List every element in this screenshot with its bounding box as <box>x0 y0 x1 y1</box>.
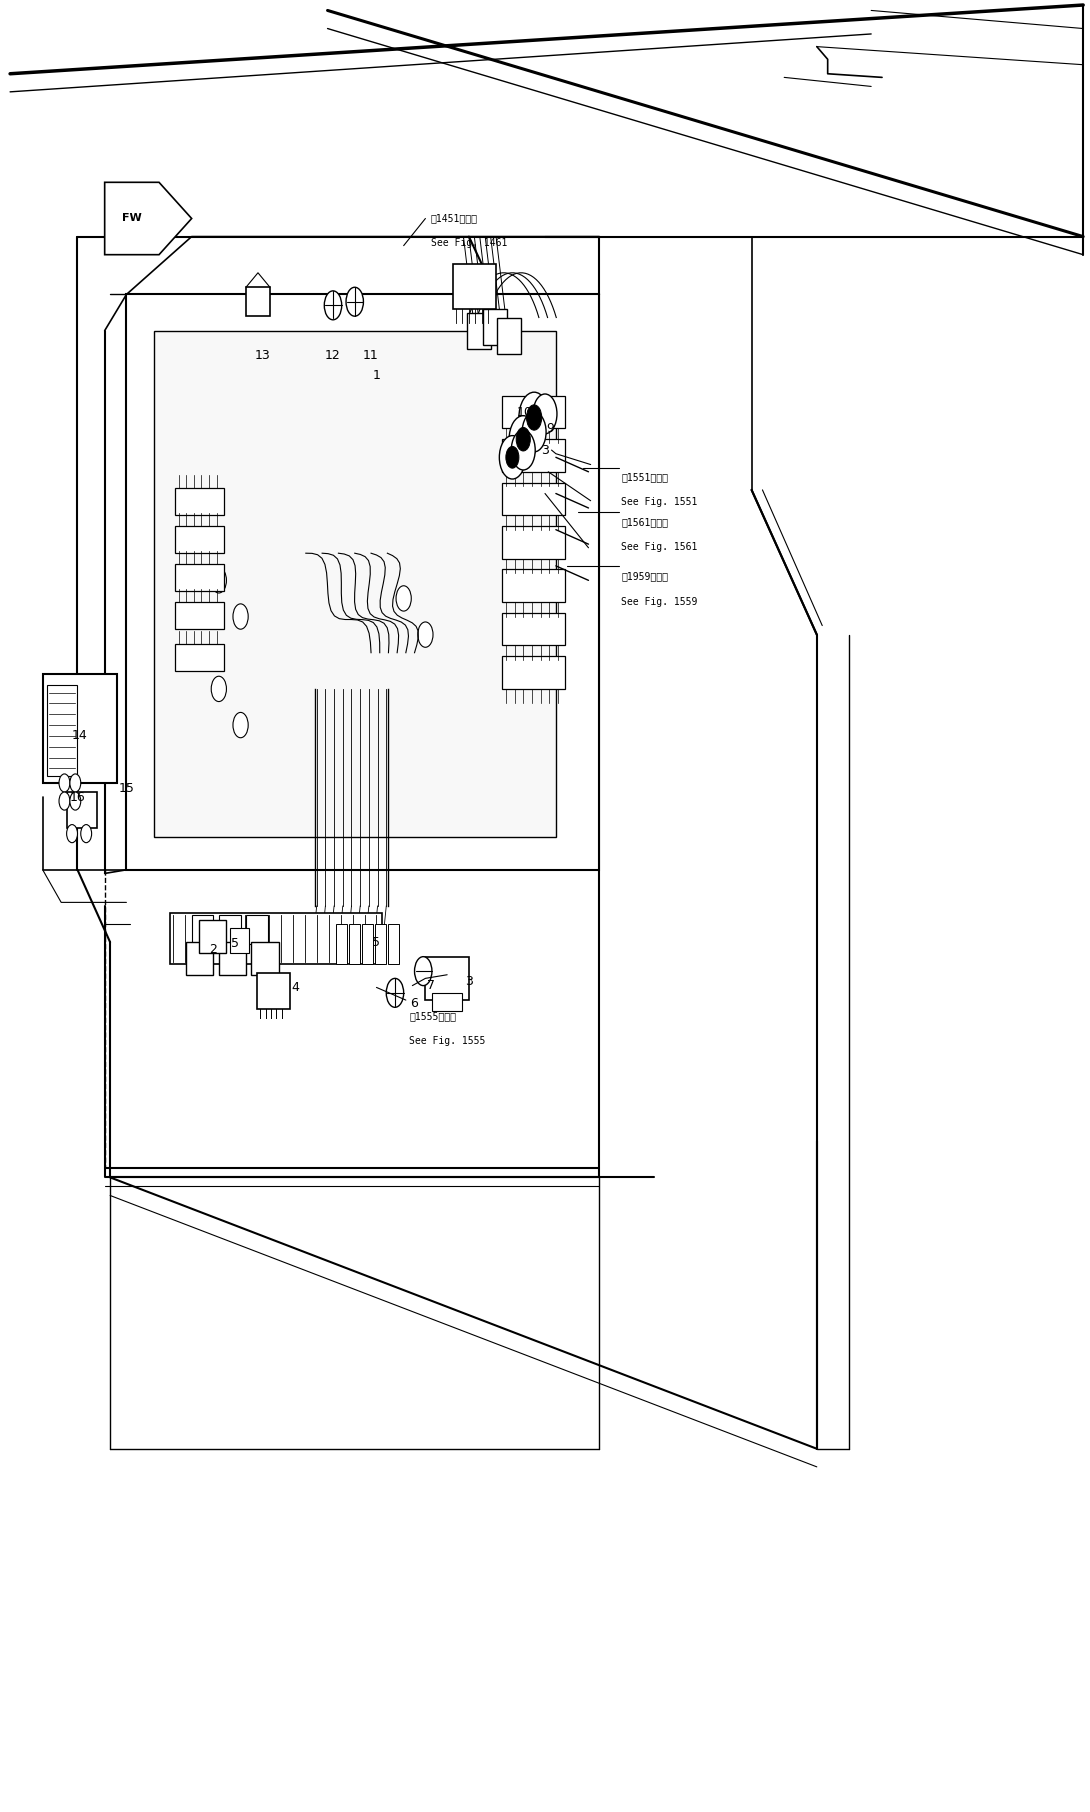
Text: 4: 4 <box>291 980 299 995</box>
Circle shape <box>66 824 77 843</box>
Bar <box>47 685 77 776</box>
Bar <box>452 265 496 310</box>
Bar <box>175 643 225 670</box>
Bar <box>219 915 241 944</box>
Circle shape <box>81 824 92 843</box>
Bar <box>66 792 97 828</box>
Circle shape <box>519 391 549 442</box>
Text: 5: 5 <box>231 937 239 951</box>
Text: 6: 6 <box>411 997 419 1011</box>
Bar <box>501 439 565 471</box>
Circle shape <box>522 411 546 451</box>
Bar <box>192 915 214 944</box>
Circle shape <box>499 435 525 478</box>
Circle shape <box>233 603 249 629</box>
Text: 16: 16 <box>70 792 85 805</box>
Bar <box>501 612 565 645</box>
Circle shape <box>325 292 341 319</box>
Circle shape <box>59 792 70 810</box>
Bar <box>175 525 225 553</box>
Text: See Fig. 1461: See Fig. 1461 <box>431 239 507 248</box>
Circle shape <box>517 428 531 451</box>
Bar <box>501 569 565 602</box>
Text: 15: 15 <box>119 783 134 795</box>
Text: 12: 12 <box>325 350 341 362</box>
Circle shape <box>346 288 363 315</box>
Circle shape <box>211 676 227 701</box>
Text: 3: 3 <box>465 975 473 989</box>
Text: See Fig. 1559: See Fig. 1559 <box>621 596 698 607</box>
Bar <box>483 310 507 344</box>
Text: 3: 3 <box>541 444 549 457</box>
Text: 9: 9 <box>546 422 555 435</box>
Circle shape <box>70 774 81 792</box>
Text: See Fig. 1551: See Fig. 1551 <box>621 496 698 507</box>
Circle shape <box>414 957 432 986</box>
Text: 7: 7 <box>427 978 435 993</box>
Bar <box>501 395 565 428</box>
Text: 第1959図参照: 第1959図参照 <box>621 571 668 582</box>
Text: 2: 2 <box>209 942 217 957</box>
Text: 11: 11 <box>363 350 379 362</box>
Polygon shape <box>362 924 373 964</box>
Circle shape <box>59 774 70 792</box>
Polygon shape <box>375 924 386 964</box>
Circle shape <box>511 429 535 469</box>
Polygon shape <box>336 924 347 964</box>
Text: See Fig. 1555: See Fig. 1555 <box>409 1036 485 1046</box>
Circle shape <box>417 622 433 647</box>
Bar <box>257 973 290 1009</box>
Bar <box>425 957 469 1000</box>
Circle shape <box>233 712 249 737</box>
Bar <box>199 920 227 953</box>
Polygon shape <box>105 183 192 255</box>
Bar <box>501 482 565 515</box>
Bar <box>432 993 462 1011</box>
Text: FW: FW <box>122 214 142 223</box>
Bar <box>175 602 225 629</box>
Bar <box>230 928 250 953</box>
Text: 5: 5 <box>373 935 380 949</box>
Bar <box>186 942 214 975</box>
Bar <box>252 942 279 975</box>
Polygon shape <box>349 924 360 964</box>
Bar <box>497 317 521 353</box>
Text: 13: 13 <box>254 350 270 362</box>
Circle shape <box>526 404 542 429</box>
Polygon shape <box>388 924 399 964</box>
Circle shape <box>70 792 81 810</box>
Bar <box>246 288 270 315</box>
Circle shape <box>533 393 557 433</box>
Bar <box>154 330 556 837</box>
Text: 第1561図参照: 第1561図参照 <box>621 516 668 527</box>
Bar <box>175 487 225 515</box>
Text: 14: 14 <box>72 730 87 743</box>
Circle shape <box>509 415 537 462</box>
Bar <box>501 525 565 558</box>
Text: 第1451図参照: 第1451図参照 <box>431 214 477 223</box>
Text: 第1555図参照: 第1555図参照 <box>409 1011 456 1020</box>
Circle shape <box>506 446 519 467</box>
Bar <box>467 313 490 348</box>
Text: 1: 1 <box>373 370 380 382</box>
Bar <box>126 295 600 870</box>
Text: 10: 10 <box>517 406 532 419</box>
Bar <box>219 942 246 975</box>
Circle shape <box>211 567 227 593</box>
Text: 第1551図参照: 第1551図参照 <box>621 471 668 482</box>
Bar <box>43 674 117 783</box>
Circle shape <box>386 978 403 1007</box>
Circle shape <box>396 585 411 611</box>
Text: See Fig. 1561: See Fig. 1561 <box>621 542 698 553</box>
Bar <box>501 656 565 689</box>
Bar <box>246 915 268 944</box>
Bar <box>170 913 382 964</box>
Bar <box>175 564 225 591</box>
